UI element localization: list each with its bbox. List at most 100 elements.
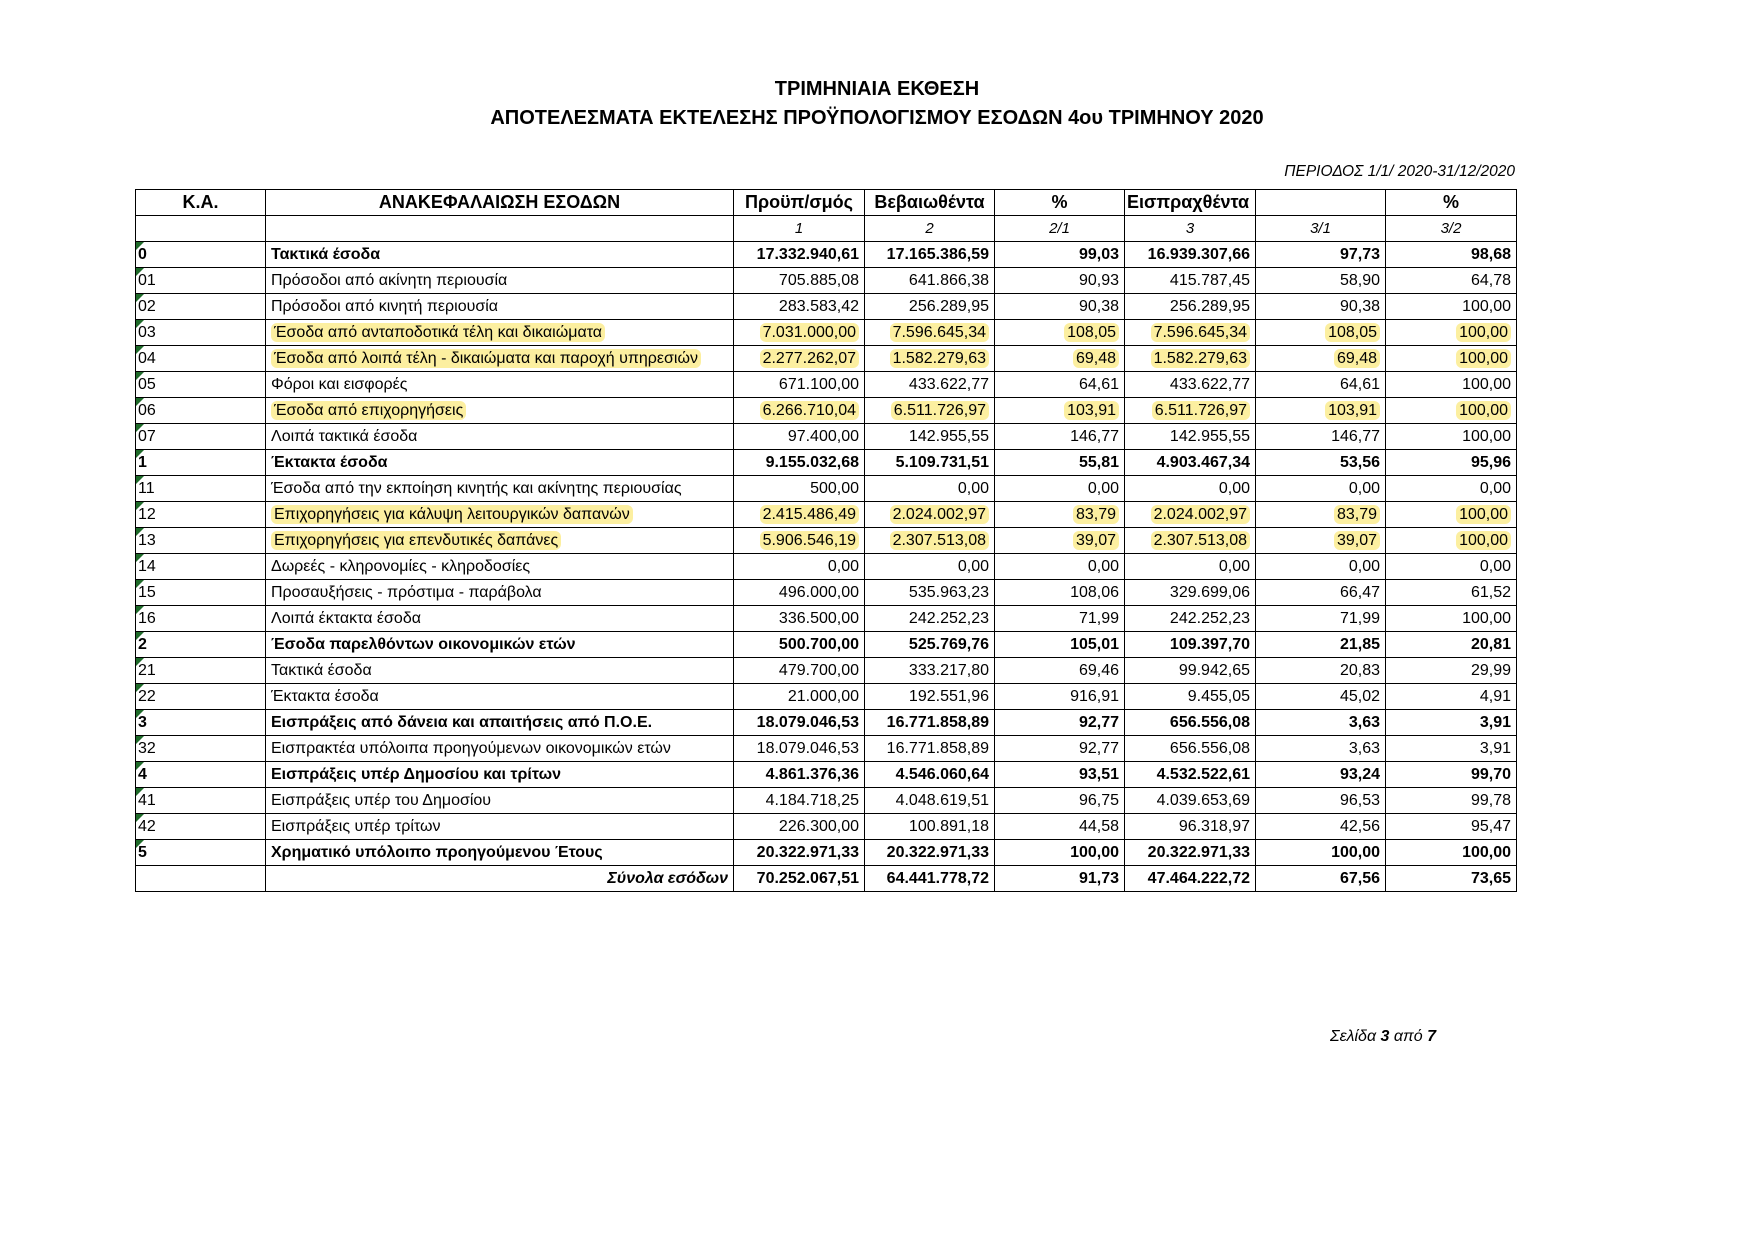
value-cell: 90,38 (1255, 293, 1386, 320)
value-cell: 7.596.645,34 (864, 319, 995, 346)
row: 12 Επιχορηγήσεις για κάλυψη λειτουργικών … (135, 501, 1517, 528)
highlight: Έσοδα από επιχορηγήσεις (271, 400, 467, 420)
total-label: Σύνολα εσόδων (265, 865, 734, 892)
name-cell: Έσοδα από λοιπά τέλη - δικαιώματα και πα… (265, 345, 734, 372)
value-cell: 83,79 (1255, 501, 1386, 528)
value-cell: 2.024.002,97 (1124, 501, 1256, 528)
value-cell: 20,83 (1255, 657, 1386, 684)
value-cell: 656.556,08 (1124, 709, 1256, 736)
name-cell: Εισπρακτέα υπόλοιπα προηγούμενων οικονομ… (265, 735, 734, 762)
value-cell: 100.891,18 (864, 813, 995, 840)
value-cell: 17.165.386,59 (864, 241, 995, 268)
value-cell: 4.048.619,51 (864, 787, 995, 814)
value-cell: 108,06 (994, 579, 1125, 606)
name-cell: Λοιπά τακτικά έσοδα (265, 423, 734, 450)
row: 32 Εισπρακτέα υπόλοιπα προηγούμενων οικον… (135, 735, 1517, 762)
name-cell: Προσαυξήσεις - πρόστιμα - παράβολα (265, 579, 734, 606)
row: 1 Έκτακτα έσοδα 9.155.032,68 5.109.731,51 55… (135, 449, 1517, 476)
row: 02 Πρόσοδοι από κινητή περιουσία 283.583,4… (135, 293, 1517, 320)
value-cell: 3,91 (1385, 709, 1517, 736)
code-cell: 01 (135, 267, 266, 294)
value-cell: 21.000,00 (733, 683, 865, 710)
header-cell: Βεβαιωθέντα (864, 189, 995, 216)
value-cell: 100,00 (1385, 501, 1517, 528)
value-cell: 656.556,08 (1124, 735, 1256, 762)
header-cell: Εισπραχθέντα (1124, 189, 1256, 216)
value-cell: 109.397,70 (1124, 631, 1256, 658)
value-cell: 500.700,00 (733, 631, 865, 658)
header-cell: Κ.Α. (135, 189, 266, 216)
revenue-table: Κ.Α. ΑΝΑΚΕΦΑΛΑΙΩΣΗ ΕΣΟΔΩΝ Προϋπ/σμός Βεβ… (135, 189, 1517, 892)
highlight: Επιχορηγήσεις για κάλυψη λειτουργικών δα… (271, 504, 633, 524)
value-cell: 73,65 (1385, 865, 1517, 892)
value-cell: 92,77 (994, 735, 1125, 762)
value-cell: 916,91 (994, 683, 1125, 710)
code-cell: 3 (135, 709, 266, 736)
value-cell: 45,02 (1255, 683, 1386, 710)
value-cell: 6.266.710,04 (733, 397, 865, 424)
value-cell: 64.441.778,72 (864, 865, 995, 892)
column-number: 1 (733, 215, 865, 242)
name-cell: Λοιπά έκτακτα έσοδα (265, 605, 734, 632)
value-cell: 20.322.971,33 (733, 839, 865, 866)
value-cell: 142.955,55 (864, 423, 995, 450)
value-cell: 71,99 (1255, 605, 1386, 632)
value-cell: 4.532.522,61 (1124, 761, 1256, 788)
value-cell: 329.699,06 (1124, 579, 1256, 606)
value-cell: 496.000,00 (733, 579, 865, 606)
value-cell: 100,00 (1385, 397, 1517, 424)
value-cell: 1.582.279,63 (864, 345, 995, 372)
value-cell: 58,90 (1255, 267, 1386, 294)
value-cell: 415.787,45 (1124, 267, 1256, 294)
value-cell: 2.307.513,08 (1124, 527, 1256, 554)
highlight: 39,07 (1333, 530, 1380, 550)
code-cell: 2 (135, 631, 266, 658)
value-cell: 16.771.858,89 (864, 709, 995, 736)
value-cell: 18.079.046,53 (733, 709, 865, 736)
name-cell: Έσοδα παρελθόντων οικονομικών ετών (265, 631, 734, 658)
row: 0 Τακτικά έσοδα 17.332.940,61 17.165.386,59… (135, 241, 1517, 268)
code-cell: 5 (135, 839, 266, 866)
code-cell: 42 (135, 813, 266, 840)
value-cell: 142.955,55 (1124, 423, 1256, 450)
value-cell: 671.100,00 (733, 371, 865, 398)
highlight: 100,00 (1456, 348, 1511, 368)
highlight: 7.031.000,00 (759, 322, 859, 342)
value-cell: 641.866,38 (864, 267, 995, 294)
value-cell: 0,00 (864, 475, 995, 502)
value-cell: 100,00 (1385, 293, 1517, 320)
row: 22 Έκτακτα έσοδα 21.000,00 192.551,96 916,91… (135, 683, 1517, 710)
value-cell: 100,00 (994, 839, 1125, 866)
value-cell: 2.024.002,97 (864, 501, 995, 528)
value-cell: 96.318,97 (1124, 813, 1256, 840)
cell (265, 215, 734, 242)
value-cell: 3,63 (1255, 735, 1386, 762)
value-cell: 99.942,65 (1124, 657, 1256, 684)
code-cell: 07 (135, 423, 266, 450)
code-cell: 03 (135, 319, 266, 346)
value-cell: 16.939.307,66 (1124, 241, 1256, 268)
highlight: Επιχορηγήσεις για επενδυτικές δαπάνες (271, 530, 562, 550)
row: 41 Εισπράξεις υπέρ του Δημοσίου 4.184.718,… (135, 787, 1517, 814)
value-cell: 17.332.940,61 (733, 241, 865, 268)
highlight: 108,05 (1325, 322, 1380, 342)
row: 5 Χρηματικό υπόλοιπο προηγούμενου Έτους 20… (135, 839, 1517, 866)
highlight: 6.511.726,97 (1151, 400, 1250, 420)
highlight: 2.307.513,08 (889, 530, 989, 550)
value-cell: 39,07 (994, 527, 1125, 554)
value-cell: 70.252.067,51 (733, 865, 865, 892)
row: 42 Εισπράξεις υπέρ τρίτων 226.300,00 100.89… (135, 813, 1517, 840)
code-cell: 4 (135, 761, 266, 788)
value-cell: 103,91 (994, 397, 1125, 424)
code-cell: 04 (135, 345, 266, 372)
highlight: Έσοδα από λοιπά τέλη - δικαιώματα και πα… (271, 348, 701, 368)
value-cell: 90,93 (994, 267, 1125, 294)
value-cell: 256.289,95 (1124, 293, 1256, 320)
code-cell: 06 (135, 397, 266, 424)
code-cell: 22 (135, 683, 266, 710)
name-cell: Δωρεές - κληρονομίες - κληροδοσίες (265, 553, 734, 580)
value-cell: 525.769,76 (864, 631, 995, 658)
highlight: 6.266.710,04 (759, 400, 859, 420)
header-cell: % (994, 189, 1125, 216)
